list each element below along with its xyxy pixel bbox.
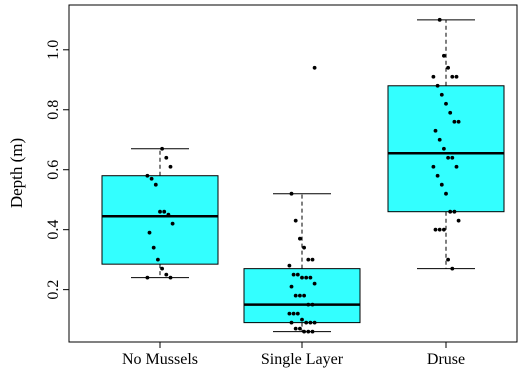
data-point [289,284,294,289]
box-group [101,146,219,280]
data-point [310,329,315,334]
x-tick-label: Druse [427,351,465,368]
data-point [304,320,309,325]
data-point [298,293,302,298]
data-point [293,293,298,298]
y-tick-label: 0.8 [45,100,62,120]
data-point [149,176,154,181]
data-point [456,119,461,124]
data-point [312,281,317,286]
data-point [439,92,444,97]
data-point [444,191,448,196]
data-point [444,101,448,106]
box-iqr [387,85,505,213]
data-point [433,227,438,232]
data-point [156,257,160,262]
data-point [287,311,292,316]
data-point [302,329,306,334]
data-point [435,173,440,178]
data-point [158,209,162,214]
data-point [291,272,296,277]
data-point [306,329,311,334]
data-point [291,311,296,316]
boxes [101,17,505,334]
data-point [450,155,455,160]
y-tick-label: 1.0 [45,40,62,60]
data-point [433,128,438,133]
data-point [164,155,169,160]
data-point [166,212,171,217]
y-tick-label: 0.2 [45,280,62,300]
data-point [298,236,302,241]
x-tick-label: Single Layer [261,351,344,368]
data-point [454,164,459,169]
data-point [312,65,317,70]
data-point [439,182,444,187]
data-point [160,146,165,151]
data-point [435,83,440,88]
data-point [295,272,300,277]
data-point [289,191,294,196]
data-point [308,275,313,280]
data-point [170,221,175,226]
plot-frame [68,4,518,343]
data-point [446,257,450,262]
data-point [450,74,455,79]
box-group [243,65,361,334]
data-point [153,182,158,187]
data-point [448,110,453,115]
data-point [431,164,436,169]
y-axis-title: Depth (m) [7,138,26,208]
data-point [442,227,446,232]
data-point [160,266,165,271]
data-point [168,275,173,280]
data-point [295,311,300,316]
box-iqr [101,175,219,265]
data-point [293,326,298,331]
data-point [308,320,313,325]
data-point [446,65,450,70]
data-point [456,218,461,223]
x-tick-label: No Mussels [122,351,198,368]
data-point [147,230,152,235]
data-point [452,119,457,124]
data-point [454,74,459,79]
data-point [287,263,292,268]
data-point [304,275,309,280]
data-point [300,275,304,280]
data-point [168,164,173,169]
data-point [145,275,150,280]
data-point [306,257,311,262]
y-axis: 0.2 0.4 0.6 0.8 1.0 [45,40,69,300]
data-point [310,257,315,262]
data-point [437,227,442,232]
data-point [289,320,294,325]
x-axis: No Mussels Single Layer Druse [122,342,465,368]
data-point [452,209,457,214]
data-point [446,155,450,160]
data-point [448,209,453,214]
y-tick-label: 0.4 [45,220,62,240]
data-point [293,218,298,223]
data-point [162,209,167,214]
y-tick-label: 0.6 [45,160,62,180]
data-point [145,173,150,178]
data-point [437,137,442,142]
data-point [312,320,317,325]
data-point [164,272,169,277]
data-point [431,74,436,79]
data-point [437,17,442,22]
box-group [387,17,505,271]
data-point [151,245,156,250]
data-point [306,302,311,307]
data-point [310,302,315,307]
data-point [300,317,304,322]
data-point [450,266,455,271]
data-point [442,53,446,58]
data-point [298,326,302,331]
data-point [442,146,446,151]
data-point [302,293,306,298]
data-point [302,245,306,250]
